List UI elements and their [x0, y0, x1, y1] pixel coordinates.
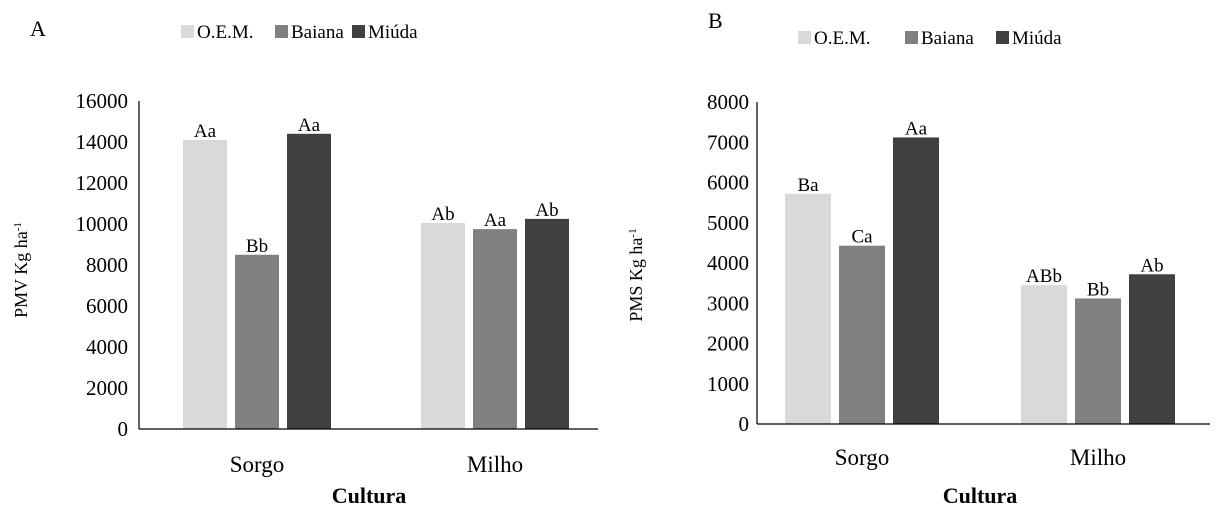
chart-b-svg: B O.E.M. Baiana Miúda 0 1000 2000 3000 4000 5…	[626, 8, 1210, 508]
bar-baiana-milho	[1075, 298, 1121, 424]
chart-b-bars	[785, 137, 1175, 425]
y-tick-label: 6000	[86, 294, 128, 318]
bar-data-label: Ab	[535, 200, 558, 221]
chart-a-x-tick-labels: Sorgo Milho	[230, 452, 523, 477]
chart-a-y-axis-title: PMV Kg ha-1	[11, 222, 31, 318]
y-tick-label: 8000	[707, 90, 749, 114]
bar-data-label: Bb	[1087, 279, 1109, 300]
bar-data-label: Bb	[246, 236, 268, 257]
y-tick-label: 3000	[707, 291, 749, 315]
chart-a-x-axis-title: Cultura	[332, 483, 407, 508]
bar-data-label: Aa	[194, 121, 217, 142]
y-tick-label: 6000	[707, 171, 749, 195]
y-tick-label: 12000	[76, 171, 129, 195]
chart-a-y-tick-labels: 0 2000 4000 6000 8000 10000 12000 14000 16000	[76, 89, 129, 441]
bar-oem-sorgo	[785, 193, 831, 424]
bar-baiana-milho	[473, 229, 517, 429]
chart-b-x-axis-title: Cultura	[943, 483, 1018, 508]
chart-b-legend: O.E.M. Baiana Miúda	[798, 28, 1062, 49]
chart-panel-b: B O.E.M. Baiana Miúda 0 1000 2000 3000 4000 5…	[609, 0, 1219, 511]
y-tick-label: 4000	[86, 335, 128, 359]
y-tick-label: 16000	[76, 89, 129, 113]
legend-swatch-miuda	[996, 31, 1009, 44]
y-tick-label: 7000	[707, 130, 749, 154]
y-tick-label: 14000	[76, 130, 129, 154]
y-tick-label: 2000	[86, 376, 128, 400]
legend-swatch-oem	[181, 25, 194, 38]
y-tick-label: 0	[118, 417, 129, 441]
legend-label-miuda: Miúda	[1012, 28, 1062, 49]
x-tick-label: Sorgo	[230, 452, 285, 477]
chart-b-y-axis-title: PMS Kg ha-1	[626, 228, 646, 321]
bar-data-label: Ba	[797, 175, 819, 196]
chart-b-y-tick-labels: 0 1000 2000 3000 4000 5000 6000 7000 8000	[707, 90, 749, 436]
y-tick-label: 2000	[707, 332, 749, 356]
x-tick-label: Milho	[1070, 445, 1126, 470]
legend-label-miuda: Miúda	[368, 22, 418, 43]
chart-panel-a: A O.E.M. Baiana Miúda 0 2000 4000 6000 8000 1…	[11, 16, 598, 508]
chart-a-y-axis-title-sup: -1	[12, 222, 24, 231]
bar-oem-milho	[421, 222, 465, 429]
legend-label-oem: O.E.M.	[197, 22, 253, 43]
bar-miuda-milho	[1129, 274, 1175, 424]
bar-data-label: Aa	[484, 210, 507, 231]
legend-swatch-oem	[798, 31, 811, 44]
bar-data-label: Aa	[905, 118, 928, 139]
chart-a-legend: O.E.M. Baiana Miúda	[181, 22, 418, 43]
bar-data-label: ABb	[1026, 266, 1062, 287]
chart-a-bars	[183, 133, 569, 430]
legend-label-oem: O.E.M.	[814, 28, 870, 49]
bar-data-label: Ca	[851, 227, 873, 248]
y-tick-label: 1000	[707, 372, 749, 396]
bar-miuda-milho	[525, 218, 569, 429]
panel-label-b: B	[708, 8, 723, 33]
legend-label-baiana: Baiana	[921, 28, 974, 49]
bar-miuda-sorgo	[893, 137, 939, 425]
legend-swatch-miuda	[352, 25, 365, 38]
chart-a-svg: A O.E.M. Baiana Miúda 0 2000 4000 6000 8000 1…	[11, 16, 598, 508]
bar-data-label: Ab	[1140, 255, 1163, 276]
legend-label-baiana: Baiana	[291, 22, 344, 43]
bar-miuda-sorgo	[287, 133, 331, 430]
x-tick-label: Milho	[467, 452, 523, 477]
y-tick-label: 10000	[76, 212, 129, 236]
bar-baiana-sorgo	[235, 254, 279, 429]
y-tick-label: 8000	[86, 253, 128, 277]
legend-swatch-baiana	[275, 25, 288, 38]
bar-oem-sorgo	[183, 139, 227, 429]
y-tick-label: 0	[739, 412, 750, 436]
chart-b-bar-labels: Ba Ca Aa ABb Bb Ab	[797, 118, 1163, 300]
chart-a-bar-labels: Aa Bb Aa Ab Aa Ab	[194, 115, 559, 257]
bar-data-label: Ab	[431, 204, 454, 225]
bar-oem-milho	[1021, 285, 1067, 424]
y-tick-label: 4000	[707, 251, 749, 275]
chart-b-x-tick-labels: Sorgo Milho	[835, 445, 1126, 470]
legend-swatch-baiana	[905, 31, 918, 44]
x-tick-label: Sorgo	[835, 445, 890, 470]
bar-baiana-sorgo	[839, 245, 885, 424]
chart-b-y-axis-title-sup: -1	[627, 228, 639, 237]
panel-label-a: A	[30, 16, 46, 41]
bar-data-label: Aa	[298, 115, 321, 136]
y-tick-label: 5000	[707, 211, 749, 235]
